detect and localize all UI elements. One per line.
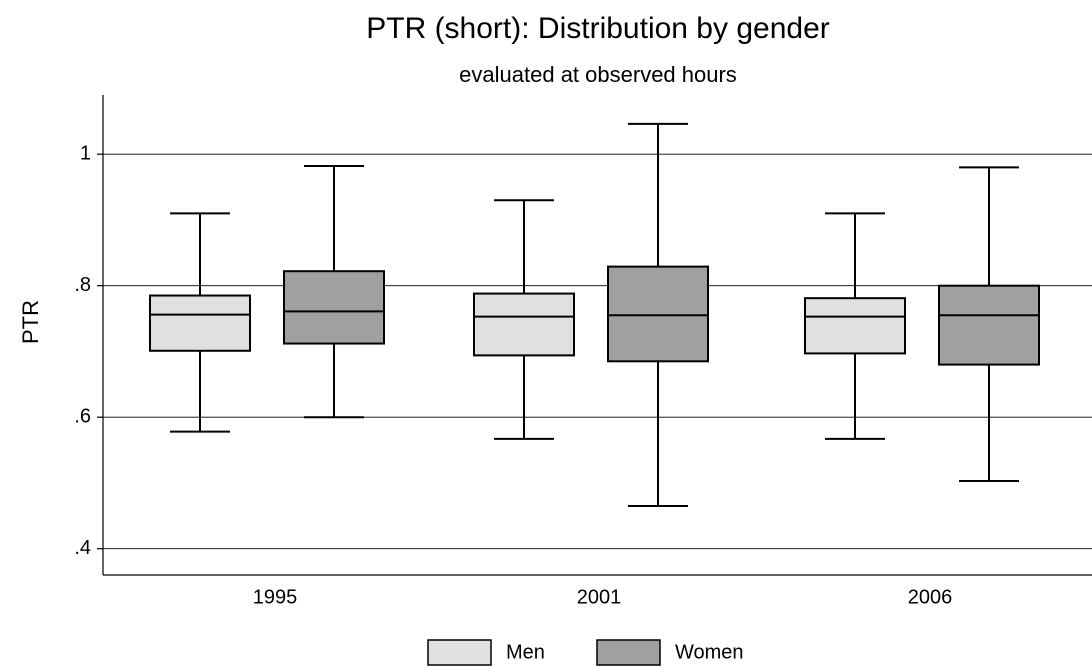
x-tick-label: 2006 — [908, 586, 953, 608]
x-tick-label: 1995 — [253, 586, 298, 608]
box — [149, 294, 251, 352]
x-tick-label: 2001 — [577, 586, 622, 608]
chart-title: PTR (short): Distribution by gender — [366, 12, 830, 45]
y-tick-label: .8 — [74, 274, 91, 296]
box — [804, 297, 906, 355]
box — [607, 265, 709, 363]
y-axis-label: PTR — [18, 300, 43, 344]
y-tick-label: .4 — [74, 537, 91, 559]
y-tick-label: .6 — [74, 405, 91, 427]
y-tick-label: 1 — [80, 142, 91, 164]
legend-label: Women — [675, 641, 744, 663]
box — [938, 284, 1040, 366]
box — [473, 292, 575, 357]
box — [283, 270, 385, 345]
legend-swatch — [596, 639, 661, 666]
chart-subtitle: evaluated at observed hours — [459, 62, 737, 87]
legend-swatch — [427, 639, 492, 666]
legend-label: Men — [506, 641, 545, 663]
